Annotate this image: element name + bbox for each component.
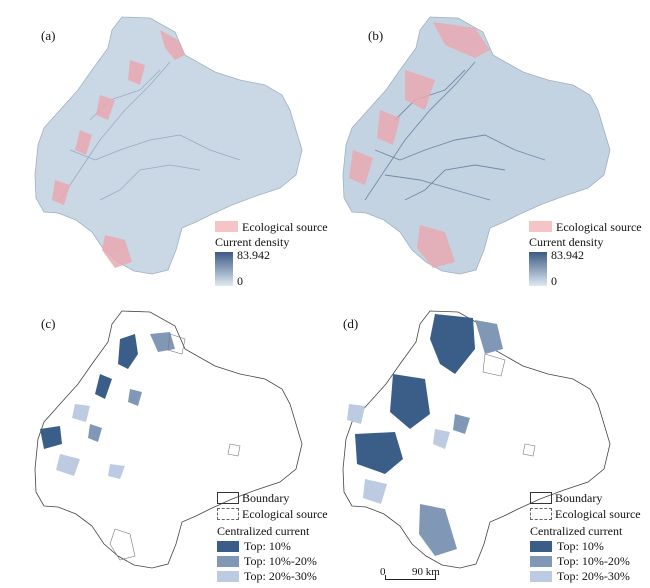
map-a [34, 16, 303, 275]
legend-source-label: Ecological source [556, 220, 642, 234]
legend-source-label: Ecological source [242, 507, 328, 521]
legend-class-1-label: Top: 10% [244, 539, 291, 553]
legend-density-min: 0 [237, 274, 243, 288]
scale-bar: 0 90 km [380, 566, 510, 586]
scale-tick-left [385, 575, 386, 580]
legend-density-min: 0 [551, 274, 557, 288]
ecological-sources [52, 30, 185, 268]
legend-current-title: Centralized current [217, 524, 310, 538]
map-d [342, 310, 611, 569]
legend-density-max: 83.942 [237, 248, 270, 262]
legend-class-3-label: Top: 20%-30% [557, 569, 630, 583]
panel-d: (d) Boundary Ecological source Centraliz… [325, 294, 650, 588]
class-top-20-30 [347, 404, 450, 504]
legend-current-title: Centralized current [530, 524, 623, 538]
legend-class-3-swatch [530, 571, 552, 582]
class-top-10 [40, 334, 138, 449]
legend-density-ramp [215, 252, 233, 286]
legend-current-c: Boundary Ecological source Centralized c… [217, 491, 328, 583]
scale-tick-right [435, 575, 436, 580]
map-b [342, 16, 611, 275]
legend-density-b: Ecological source Current density 83.942… [529, 221, 647, 291]
map-c [34, 310, 303, 569]
legend-density-title: Current density [529, 235, 604, 249]
panel-a: (a) Ecological source Current density 83… [0, 0, 328, 294]
legend-source-swatch [217, 508, 239, 520]
class-top-10 [355, 314, 475, 474]
ecological-source-outlines [482, 353, 536, 457]
legend-boundary-swatch [217, 492, 239, 504]
scale-zero: 0 [380, 566, 386, 578]
panel-label-a: (a) [41, 28, 56, 43]
legend-boundary-swatch [530, 492, 552, 504]
panel-label-b: (b) [368, 28, 384, 43]
boundary-outline [34, 310, 303, 569]
legend-class-1-label: Top: 10% [557, 539, 604, 553]
legend-boundary-label: Boundary [242, 491, 290, 505]
legend-source-swatch [529, 221, 552, 232]
class-top-20-30 [56, 404, 125, 479]
legend-source-label: Ecological source [555, 507, 641, 521]
legend-source-swatch [530, 508, 552, 520]
legend-density-a: Ecological source Current density 83.942… [215, 220, 328, 291]
legend-class-3-label: Top: 20%-30% [244, 569, 317, 583]
legend-current-d: Boundary Ecological source Centralized c… [530, 492, 648, 582]
panel-c: (c) Boundary Ecological source Centraliz… [0, 294, 328, 588]
legend-class-1-swatch [530, 541, 552, 552]
legend-class-2-swatch [530, 556, 552, 567]
legend-boundary-label: Boundary [555, 491, 603, 505]
panel-label-d: (d) [343, 316, 359, 331]
legend-density-max: 83.942 [551, 248, 584, 262]
legend-class-3-swatch [217, 571, 239, 582]
ecological-sources [349, 22, 490, 268]
legend-class-2-swatch [217, 556, 239, 567]
scale-line [385, 579, 435, 580]
ecological-source-outlines [109, 333, 241, 561]
class-top-10-20 [419, 320, 503, 556]
legend-class-1-swatch [217, 541, 239, 552]
legend-density-ramp [529, 252, 547, 286]
class-top-10-20 [88, 332, 175, 442]
panel-b: (b) Ecological source Current density 83… [325, 0, 650, 294]
legend-source-swatch [215, 221, 238, 232]
boundary-outline [342, 310, 611, 569]
legend-density-title: Current density [215, 235, 290, 249]
panel-label-c: (c) [41, 316, 56, 331]
legend-class-2-label: Top: 10%-20% [244, 554, 317, 568]
legend-source-label: Ecological source [242, 220, 328, 234]
legend-class-2-label: Top: 10%-20% [557, 554, 630, 568]
scale-distance: 90 km [412, 566, 440, 578]
